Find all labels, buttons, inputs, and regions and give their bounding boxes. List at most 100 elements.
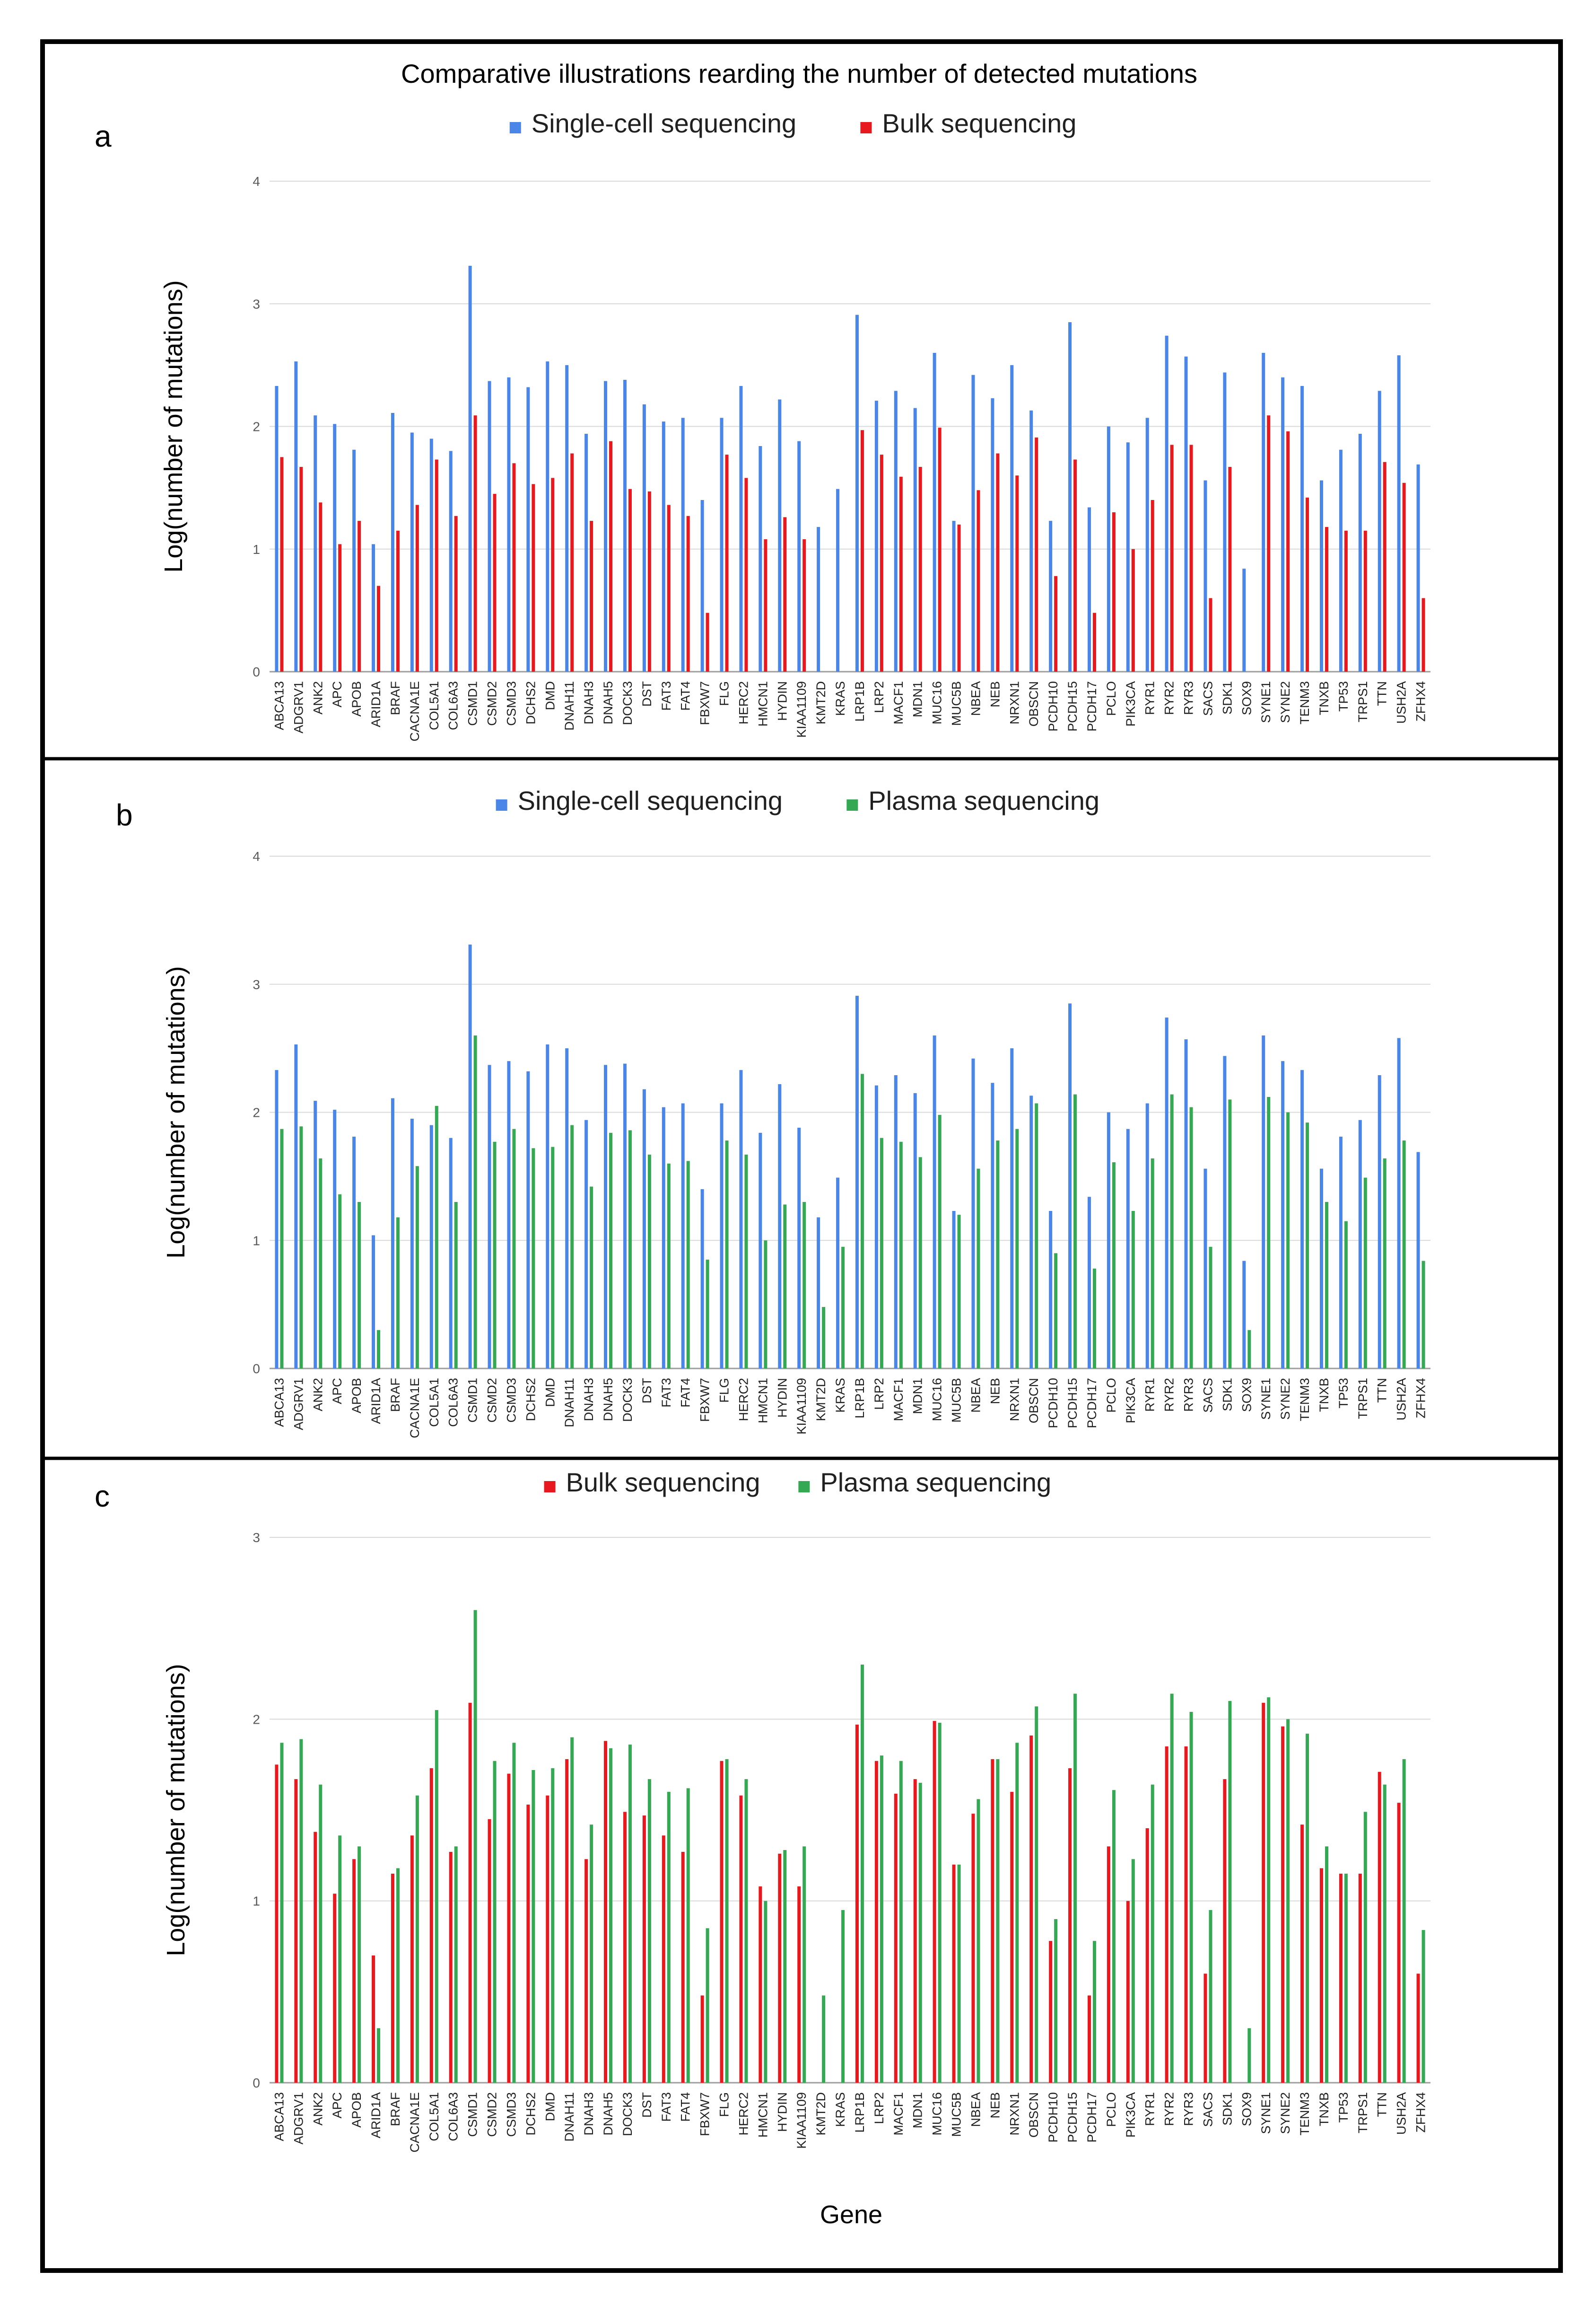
- x-tick-label: DNAH3: [582, 681, 596, 725]
- bar: [333, 424, 337, 672]
- bar: [759, 1132, 762, 1368]
- x-tick-label: MUC16: [930, 1378, 944, 1421]
- bar: [783, 1204, 787, 1368]
- bar: [1281, 1061, 1285, 1368]
- bar: [449, 1138, 453, 1368]
- bar: [1422, 598, 1425, 672]
- x-tick-label: NEB: [988, 681, 1002, 708]
- bar: [391, 1874, 394, 2083]
- bar: [396, 1868, 400, 2083]
- x-tick-label: USH2A: [1395, 1378, 1409, 1420]
- x-tick-label: HMCN1: [756, 1378, 770, 1423]
- bar: [628, 1745, 632, 2083]
- bar: [294, 1044, 298, 1368]
- bar: [991, 1083, 994, 1368]
- bar: [720, 1761, 724, 2083]
- bar: [570, 1125, 574, 1368]
- bar: [996, 1759, 1000, 2083]
- x-tick-label: DNAH11: [562, 2092, 576, 2142]
- x-tick-label: PCDH10: [1046, 1378, 1060, 1429]
- bar: [1068, 1003, 1072, 1368]
- x-tick-label: CSMD1: [466, 681, 480, 726]
- x-tick-label: HMCN1: [756, 681, 770, 727]
- bar: [1344, 530, 1348, 672]
- bar: [570, 1737, 574, 2083]
- x-tick-label: DOCK3: [620, 681, 635, 725]
- bar: [1087, 1995, 1091, 2083]
- bar: [468, 944, 472, 1368]
- x-tick-label: TNXB: [1317, 1378, 1331, 1412]
- legend-label: Single-cell sequencing: [518, 786, 783, 815]
- bar: [1049, 1941, 1053, 2083]
- x-tick-label: SOX9: [1239, 1378, 1254, 1412]
- x-tick-label: ABCA13: [272, 1378, 286, 1427]
- bar: [493, 1141, 497, 1368]
- bar: [1306, 1122, 1309, 1368]
- x-tick-label: PCLO: [1104, 1378, 1118, 1413]
- x-tick-label: MUC5B: [950, 1378, 964, 1423]
- bar: [454, 1846, 458, 2083]
- bar: [1286, 1719, 1290, 2083]
- bar: [1107, 1846, 1110, 2083]
- bar: [855, 996, 859, 1368]
- bar: [604, 1741, 608, 2083]
- bar: [991, 1759, 994, 2083]
- bar: [473, 415, 477, 672]
- x-tick-label: PCDH10: [1046, 681, 1060, 732]
- bar: [1204, 480, 1207, 672]
- x-tick-label: TNXB: [1317, 2092, 1331, 2126]
- x-tick-label: FLG: [717, 2092, 732, 2117]
- bar: [860, 1665, 864, 2083]
- x-tick-label: TP53: [1336, 1378, 1351, 1409]
- x-tick-label: TTN: [1375, 681, 1389, 706]
- bar: [855, 315, 859, 672]
- bar: [662, 1835, 665, 2083]
- bar: [1049, 1210, 1053, 1368]
- bar: [894, 1075, 898, 1368]
- x-tick-label: CSMD1: [466, 1378, 480, 1423]
- x-tick-label: MDN1: [911, 2092, 925, 2129]
- x-tick-label: MUC5B: [950, 2092, 964, 2137]
- x-tick-label: SDK1: [1220, 681, 1234, 715]
- bar: [778, 1084, 782, 1368]
- bar: [275, 1764, 279, 2083]
- x-tick-label: CSMD3: [504, 1378, 518, 1423]
- bar: [1281, 1726, 1285, 2083]
- bar: [1378, 391, 1381, 672]
- bar: [1189, 1107, 1193, 1368]
- bar: [1107, 1112, 1110, 1368]
- x-tick-label: COL5A1: [427, 1378, 441, 1427]
- x-tick-label: TTN: [1375, 1378, 1389, 1403]
- bar: [642, 1089, 646, 1368]
- bar: [1402, 1140, 1406, 1368]
- bar: [938, 428, 942, 672]
- x-tick-label: PCDH17: [1085, 681, 1099, 732]
- bar: [1165, 335, 1169, 672]
- bar: [352, 1136, 356, 1368]
- bar: [1228, 1099, 1232, 1368]
- y-tick-label: 4: [253, 849, 260, 864]
- x-tick-label: SYNE2: [1278, 1378, 1292, 1420]
- bar: [1112, 1162, 1116, 1368]
- bar: [1010, 1792, 1014, 2083]
- bar: [971, 1814, 975, 2083]
- bar: [1035, 437, 1038, 672]
- bar: [299, 1126, 303, 1368]
- y-axis-label: Log(number of mutations): [159, 280, 188, 572]
- x-tick-label: MUC5B: [950, 681, 964, 726]
- x-tick-label: PCDH10: [1046, 2092, 1060, 2143]
- bar: [1344, 1221, 1348, 1368]
- bar: [454, 516, 458, 672]
- bar: [546, 361, 549, 672]
- bar: [410, 432, 414, 672]
- bar: [797, 441, 801, 672]
- bar: [1209, 1246, 1212, 1368]
- x-tick-label: PCLO: [1104, 2092, 1118, 2127]
- x-tick-label: ANK2: [311, 681, 325, 715]
- x-tick-label: SYNE1: [1259, 681, 1273, 723]
- panel-a: a Single-cell sequencing Bulk sequencing 0 1…: [95, 108, 1430, 742]
- x-tick-label: HYDIN: [775, 2092, 789, 2132]
- bar: [996, 1140, 1000, 1368]
- x-tick-label: ABCA13: [272, 2092, 286, 2141]
- bar: [1223, 1779, 1227, 2083]
